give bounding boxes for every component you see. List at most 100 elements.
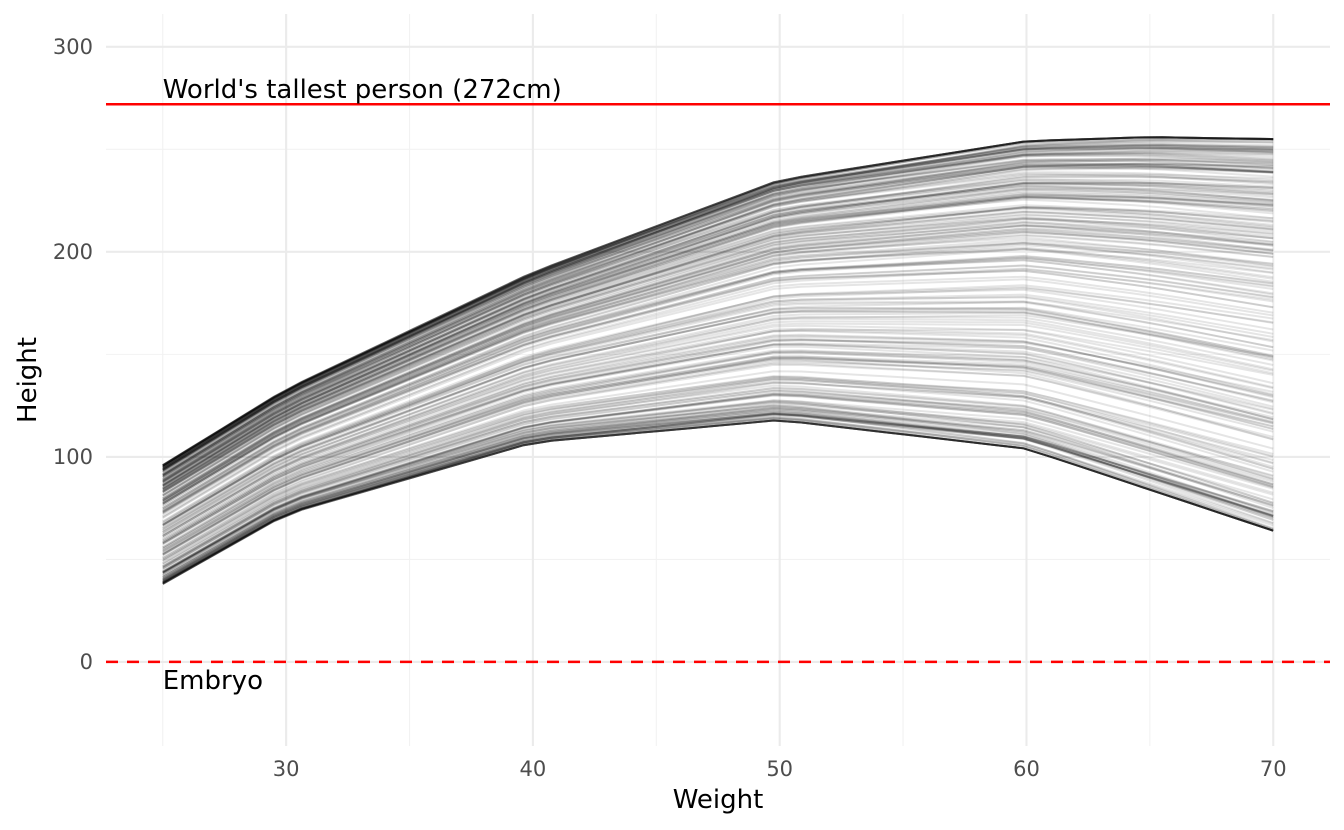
- prior-curve: [162, 242, 1274, 502]
- prior-curve: [162, 136, 1274, 467]
- prior-curve: [162, 136, 1274, 470]
- prior-curve: [162, 415, 1274, 581]
- x-tick-label: 40: [520, 757, 547, 781]
- prior-curve: [162, 183, 1274, 487]
- reference-lines: World's tallest person (272cm) Embryo: [106, 75, 1330, 696]
- prior-curve: [162, 194, 1274, 490]
- prior-curve: [162, 419, 1274, 584]
- prior-curve: [162, 143, 1274, 470]
- prior-curve: [162, 349, 1274, 549]
- prior-curve: [162, 412, 1274, 579]
- prior-curve: [162, 196, 1274, 487]
- prior-curve: [162, 214, 1274, 496]
- prior-curve: [162, 228, 1274, 503]
- prior-curve: [162, 355, 1274, 555]
- prior-curve: [162, 146, 1274, 472]
- prior-curve: [162, 401, 1274, 574]
- prior-curve: [162, 149, 1274, 473]
- prior-curve: [162, 257, 1274, 514]
- prior-curve: [162, 217, 1274, 491]
- x-tick-label: 70: [1260, 757, 1287, 781]
- prior-curve: [162, 355, 1274, 552]
- prior-curve: [162, 412, 1274, 583]
- prior-curve: [162, 207, 1274, 490]
- prior-curve: [162, 166, 1274, 482]
- prior-curve: [162, 286, 1274, 525]
- prior-curve: [162, 357, 1274, 556]
- prior-curve: [162, 400, 1274, 573]
- prior-curve: [162, 176, 1274, 483]
- prior-curve: [162, 181, 1274, 487]
- prior-curve: [162, 375, 1274, 560]
- prior-curve: [162, 204, 1274, 489]
- prior-curve: [162, 382, 1274, 570]
- prior-curve: [162, 158, 1274, 478]
- prior-curve: [162, 268, 1274, 519]
- prior-curve: [162, 162, 1274, 481]
- prior-curve: [162, 315, 1274, 533]
- prior-curve: [162, 410, 1274, 581]
- prior-curve: [162, 213, 1274, 492]
- y-axis-title: Height: [13, 337, 43, 423]
- prior-curve: [162, 358, 1274, 552]
- prior-curve: [162, 329, 1274, 537]
- prior-curve: [162, 269, 1274, 513]
- prior-curve: [162, 311, 1274, 534]
- prior-predictive-curves: [162, 136, 1274, 585]
- prior-curve: [162, 136, 1274, 470]
- prior-curve: [162, 151, 1274, 476]
- prior-curve: [162, 217, 1274, 497]
- y-tick-label: 200: [53, 240, 93, 264]
- prior-curve: [162, 327, 1274, 538]
- prior-curve: [162, 162, 1274, 470]
- prior-curve: [162, 409, 1274, 577]
- prior-curve: [162, 136, 1274, 467]
- prior-curve: [162, 171, 1274, 476]
- prior-curve: [162, 381, 1274, 565]
- prior-curve: [162, 234, 1274, 505]
- prior-curve: [162, 163, 1274, 481]
- prior-curve: [162, 136, 1274, 469]
- prior-curve: [162, 167, 1274, 480]
- prior-curve: [162, 136, 1274, 468]
- prior-curve: [162, 145, 1274, 467]
- prior-curve: [162, 419, 1274, 585]
- prior-curve: [162, 165, 1274, 476]
- y-tick-label: 300: [53, 35, 93, 59]
- prior-curve: [162, 198, 1274, 484]
- prior-curve: [162, 411, 1274, 584]
- prior-curve: [162, 186, 1274, 483]
- x-axis-title: Weight: [673, 785, 764, 815]
- prior-curve: [162, 350, 1274, 554]
- prior-curve: [162, 381, 1274, 568]
- prior-curve: [162, 314, 1274, 538]
- x-tick-label: 60: [1013, 757, 1040, 781]
- prior-curve: [162, 406, 1274, 577]
- prior-curve: [162, 184, 1274, 478]
- prior-curve: [162, 159, 1274, 469]
- y-axis-tick-labels: 0 100 200 300: [53, 35, 93, 674]
- prior-curve: [162, 356, 1274, 553]
- prior-curve: [162, 157, 1274, 478]
- prior-curve: [162, 413, 1274, 585]
- prior-curve: [162, 403, 1274, 581]
- prior-curve: [162, 407, 1274, 582]
- prior-curve: [162, 404, 1274, 575]
- prior-curve: [162, 307, 1274, 527]
- prior-curve: [162, 242, 1274, 505]
- prior-curve: [162, 196, 1274, 491]
- prior-curve: [162, 145, 1274, 470]
- prior-curve: [162, 143, 1274, 467]
- prior-curve: [162, 256, 1274, 510]
- prior-curve: [162, 206, 1274, 488]
- prior-curve: [162, 255, 1274, 513]
- prior-curve: [162, 408, 1274, 582]
- prior-curve: [162, 233, 1274, 504]
- prior-curve: [162, 136, 1274, 466]
- prior-curve: [162, 392, 1274, 574]
- prior-curve: [162, 417, 1274, 584]
- prior-curve: [162, 264, 1274, 514]
- prior-curve: [162, 136, 1274, 469]
- prior-curve: [162, 224, 1274, 501]
